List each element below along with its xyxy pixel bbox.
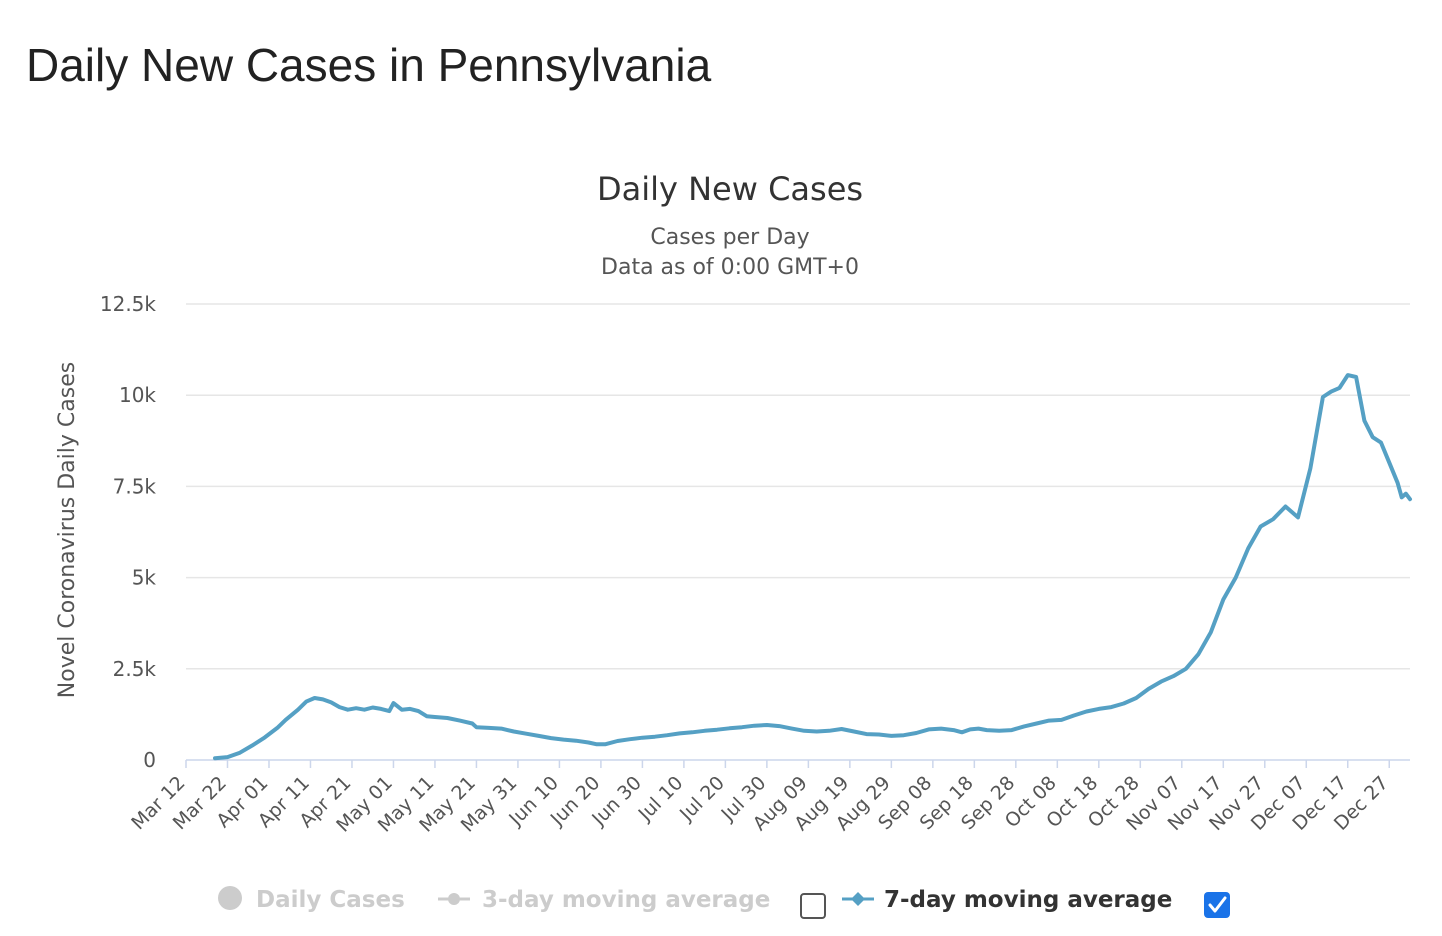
legend-circle-marker: [448, 893, 460, 905]
legend-item-3-day-average[interactable]: 3-day moving average: [438, 887, 770, 913]
legend-label-3-day-average: 3-day moving average: [482, 887, 770, 913]
legend-item-7-day-average[interactable]: 7-day moving average: [842, 887, 1172, 913]
legend: Daily Cases 3-day moving average 7-day m…: [218, 886, 1230, 919]
y-axis-title: Novel Coronavirus Daily Cases: [55, 362, 80, 698]
page-title: Daily New Cases in Pennsylvania: [26, 39, 712, 91]
legend-label-daily-cases: Daily Cases: [256, 887, 405, 913]
series-layer: [213, 373, 1412, 761]
series-line-7-day-average: [213, 373, 1412, 761]
x-tick-label: Jul 20: [675, 772, 729, 826]
y-tick-label: 10k: [119, 383, 156, 407]
y-axis: 0 2.5k 5k 7.5k 10k 12.5k: [100, 292, 157, 772]
y-tick-label: 2.5k: [113, 657, 157, 681]
y-tick-label: 5k: [132, 566, 157, 590]
chart-title: Daily New Cases: [597, 170, 863, 208]
checkbox-3-day-average[interactable]: [800, 893, 826, 919]
y-tick-label: 0: [143, 748, 156, 772]
checkmark-icon: [1208, 896, 1227, 913]
checkbox-7-day-average[interactable]: [1204, 892, 1230, 918]
legend-label-7-day-average: 7-day moving average: [884, 887, 1172, 913]
legend-diamond-marker: [851, 892, 865, 906]
y-tick-label: 7.5k: [113, 474, 157, 498]
chart-subtitle-line-2: Data as of 0:00 GMT+0: [601, 255, 859, 280]
checkbox-box: [1204, 892, 1230, 918]
chart-subtitle-line-1: Cases per Day: [650, 225, 809, 250]
gridlines: [186, 303, 1410, 761]
x-tick-label: Jul 10: [634, 772, 688, 826]
y-tick-label: 12.5k: [100, 292, 157, 316]
legend-circle-marker: [218, 886, 242, 910]
legend-item-daily-cases[interactable]: Daily Cases: [218, 886, 405, 913]
